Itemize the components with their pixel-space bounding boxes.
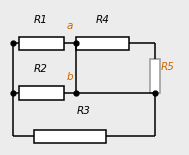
FancyBboxPatch shape [150, 59, 160, 93]
Text: R5: R5 [161, 62, 174, 72]
Text: R2: R2 [34, 64, 48, 74]
Text: a: a [66, 21, 73, 31]
FancyBboxPatch shape [34, 130, 106, 143]
Text: R4: R4 [96, 15, 110, 25]
Text: R3: R3 [76, 106, 90, 116]
Text: b: b [66, 72, 73, 82]
FancyBboxPatch shape [19, 37, 64, 50]
FancyBboxPatch shape [76, 37, 129, 50]
FancyBboxPatch shape [19, 86, 64, 100]
Text: R1: R1 [34, 15, 48, 25]
